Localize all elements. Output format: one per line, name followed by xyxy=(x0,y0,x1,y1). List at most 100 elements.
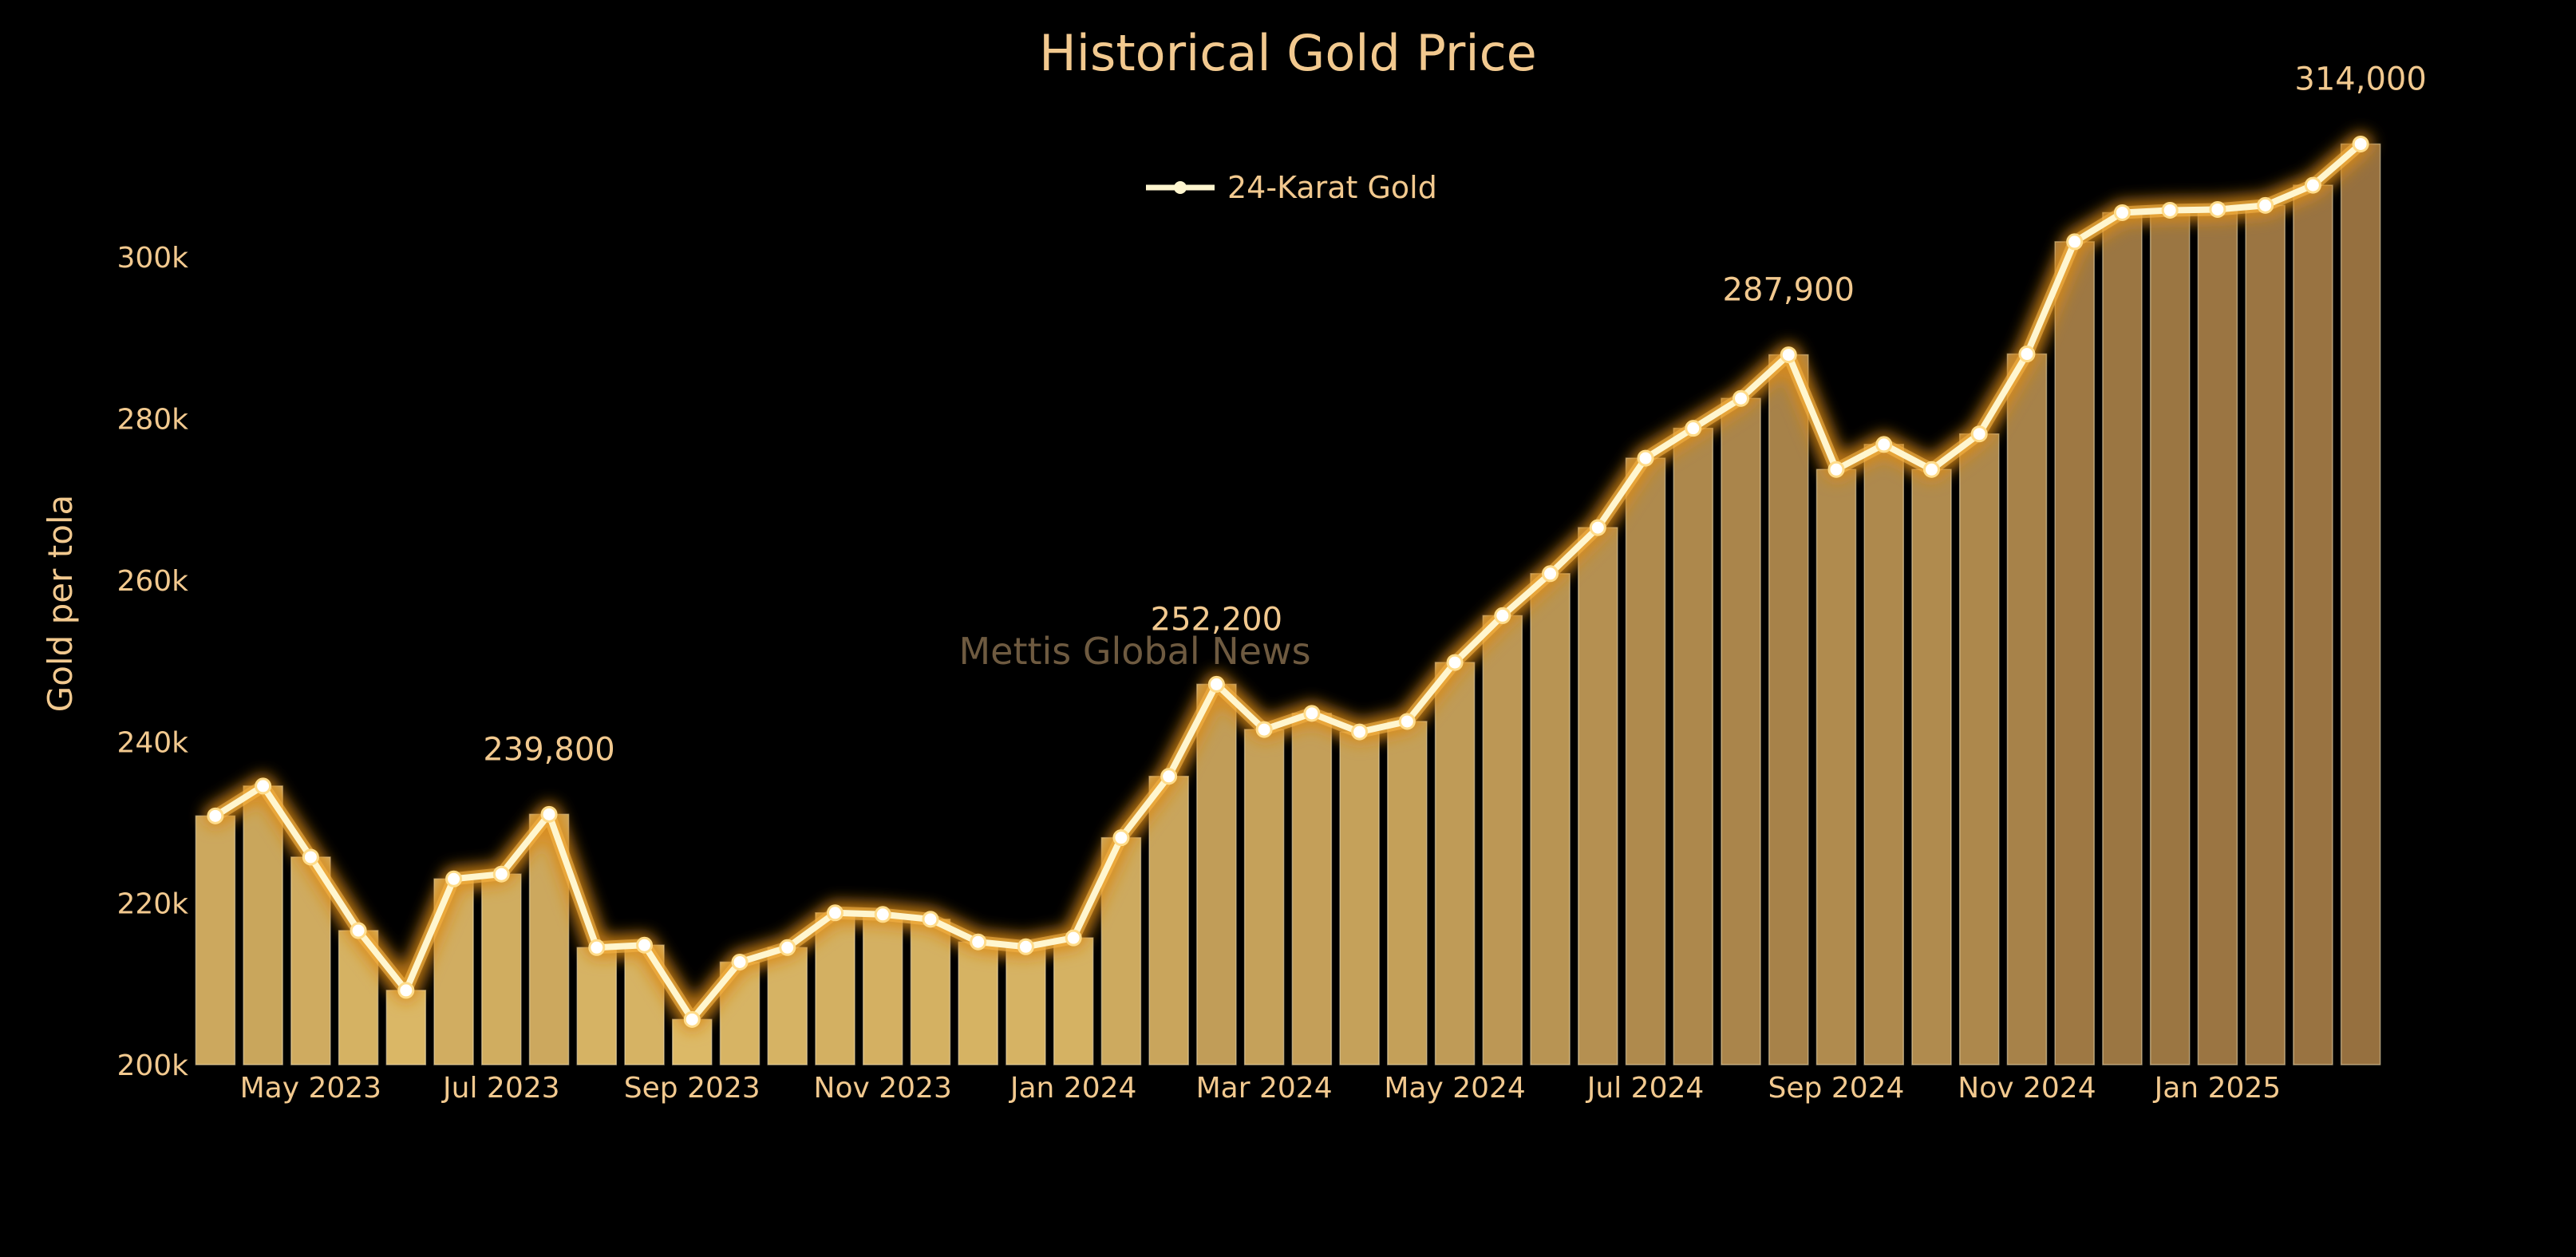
data-point xyxy=(1780,346,1797,364)
data-point xyxy=(302,848,319,866)
bar xyxy=(1053,937,1094,1065)
data-label: 239,800 xyxy=(483,731,614,768)
data-point xyxy=(255,777,272,795)
data-point xyxy=(636,936,654,954)
y-tick-label: 220k xyxy=(117,888,188,921)
y-tick-label: 200k xyxy=(117,1049,188,1082)
x-tick-label: Jul 2024 xyxy=(1586,1072,1705,1105)
x-tick-label: Mar 2024 xyxy=(1196,1072,1333,1105)
data-point xyxy=(1065,929,1082,947)
data-point xyxy=(2018,346,2036,363)
watermark: Mettis Global News xyxy=(958,630,1310,673)
y-tick-label: 280k xyxy=(117,404,188,437)
bar xyxy=(1768,354,1809,1065)
bar xyxy=(2102,211,2143,1065)
data-point xyxy=(540,805,558,823)
data-label: 314,000 xyxy=(2294,61,2426,97)
data-point xyxy=(1112,829,1130,847)
bar xyxy=(2054,241,2095,1065)
data-point xyxy=(1685,420,1702,437)
data-point xyxy=(2257,196,2274,214)
chart-title: Historical Gold Price xyxy=(1039,24,1537,82)
data-point xyxy=(779,939,796,956)
data-point xyxy=(2209,200,2226,218)
x-tick-label: Jan 2025 xyxy=(2153,1072,2282,1105)
x-tick-label: Nov 2024 xyxy=(1958,1072,2096,1105)
bar xyxy=(1863,444,1904,1065)
y-axis-label: Gold per tola xyxy=(41,495,80,713)
bar xyxy=(2149,209,2191,1065)
bar xyxy=(1815,468,1857,1065)
bar xyxy=(1148,776,1189,1065)
legend: 24-Karat Gold xyxy=(1146,170,1437,205)
data-point xyxy=(1160,768,1178,785)
bar xyxy=(1291,713,1333,1065)
x-axis-ticks: May 2023 Jul 2023 Sep 2023 Nov 2023 Jan 2024… xyxy=(240,1072,2282,1105)
data-point xyxy=(1589,519,1606,536)
x-tick-label: Jul 2023 xyxy=(441,1072,560,1105)
legend-marker-swatch xyxy=(1174,181,1187,194)
data-point xyxy=(1398,713,1416,730)
bar xyxy=(385,990,427,1065)
x-tick-label: Sep 2023 xyxy=(624,1072,761,1105)
bars-layer xyxy=(195,143,2381,1065)
bar xyxy=(195,815,236,1065)
legend-label: 24-Karat Gold xyxy=(1227,170,1437,205)
data-point xyxy=(1494,607,1511,624)
bar xyxy=(767,947,808,1065)
bar xyxy=(2340,143,2381,1065)
data-point xyxy=(731,953,749,970)
data-point xyxy=(350,922,367,939)
bar xyxy=(2006,353,2048,1065)
data-point xyxy=(1875,436,1893,453)
data-point xyxy=(1970,425,1988,443)
bar xyxy=(1578,527,1618,1065)
bar xyxy=(2293,184,2333,1065)
bar xyxy=(1387,721,1428,1065)
bar xyxy=(1673,427,1714,1065)
y-tick-label: 300k xyxy=(117,242,188,275)
data-point xyxy=(826,904,844,922)
data-point xyxy=(970,933,987,951)
data-point xyxy=(2066,233,2084,251)
data-point xyxy=(1017,938,1034,955)
bar xyxy=(576,947,618,1065)
data-point xyxy=(874,906,891,923)
data-point xyxy=(2113,204,2131,221)
data-point xyxy=(683,1010,701,1028)
data-point xyxy=(492,865,510,883)
bar xyxy=(2197,208,2238,1065)
data-point xyxy=(2352,135,2369,152)
data-point xyxy=(1827,461,1845,478)
data-point xyxy=(1446,654,1464,671)
data-point xyxy=(1351,723,1369,741)
bar xyxy=(1721,397,1761,1065)
x-tick-label: May 2024 xyxy=(1384,1072,1526,1105)
bar xyxy=(862,914,903,1065)
data-point xyxy=(1637,449,1654,467)
bar xyxy=(1958,433,2000,1065)
bar xyxy=(243,785,283,1065)
data-point xyxy=(1732,389,1750,407)
data-point xyxy=(1255,721,1273,738)
data-label: 287,900 xyxy=(1723,272,1855,309)
bar xyxy=(958,941,998,1065)
data-point xyxy=(922,911,939,928)
x-tick-label: Nov 2023 xyxy=(814,1072,952,1105)
data-point xyxy=(397,982,415,999)
data-point xyxy=(1922,461,1940,478)
data-point xyxy=(1303,705,1321,722)
data-point xyxy=(207,807,224,824)
bar xyxy=(1625,457,1666,1065)
bar xyxy=(1339,731,1380,1065)
bar xyxy=(910,919,951,1065)
bar xyxy=(481,873,522,1065)
bar xyxy=(1482,615,1523,1065)
bar xyxy=(1911,468,1952,1065)
data-point xyxy=(2161,201,2179,219)
data-point xyxy=(588,939,606,956)
data-point xyxy=(2304,176,2321,194)
data-point xyxy=(1207,675,1225,693)
